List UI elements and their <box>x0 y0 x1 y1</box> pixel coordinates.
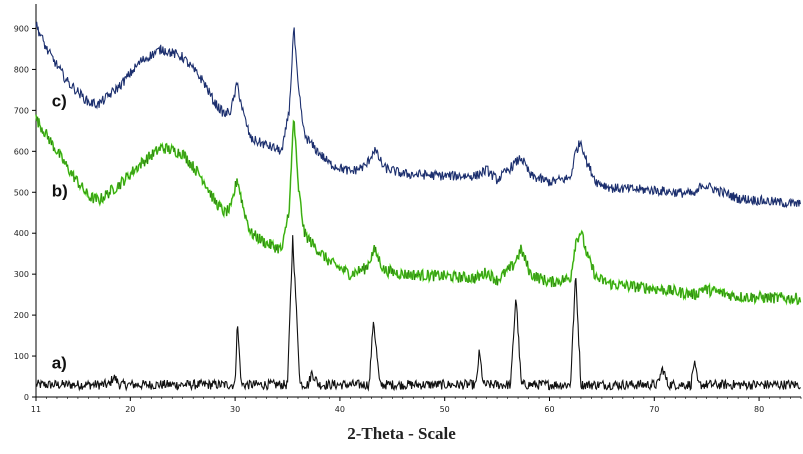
panel-labels: a) b) c) <box>52 91 68 372</box>
series-line-a <box>35 235 801 392</box>
chart-series-group <box>35 21 802 392</box>
y-tick-label: 900 <box>14 24 29 33</box>
y-tick-label: 400 <box>14 229 29 238</box>
x-tick-label: 80 <box>754 405 764 414</box>
y-tick-label: 800 <box>14 65 29 74</box>
chart-axes: 0 100 200 300 400 500 600 700 800 900 11 20 30 40 50 60… <box>14 4 802 414</box>
series-label: a) <box>52 353 67 372</box>
y-tick-label: 600 <box>14 147 29 156</box>
x-tick-label: 40 <box>335 405 345 414</box>
x-axis-title: 2-Theta - Scale <box>347 424 456 443</box>
y-tick-label: 300 <box>14 270 29 279</box>
x-tick-label: 60 <box>544 405 554 414</box>
y-tick-label: 200 <box>14 311 29 320</box>
y-tick-label: 0 <box>24 393 29 402</box>
series-line-b <box>35 114 802 306</box>
x-tick-label: 20 <box>125 405 135 414</box>
series-label: c) <box>52 91 67 110</box>
series-line-b-overlay <box>35 114 801 305</box>
x-tick-label: 70 <box>649 405 659 414</box>
x-tick-label: 11 <box>31 405 41 414</box>
y-tick-label: 500 <box>14 188 29 197</box>
y-tick-label: 100 <box>14 352 29 361</box>
y-tick-label: 700 <box>14 106 29 115</box>
x-tick-label: 50 <box>440 405 450 414</box>
series-line-c <box>35 21 801 209</box>
x-tick-label: 30 <box>230 405 240 414</box>
series-label: b) <box>52 181 68 200</box>
